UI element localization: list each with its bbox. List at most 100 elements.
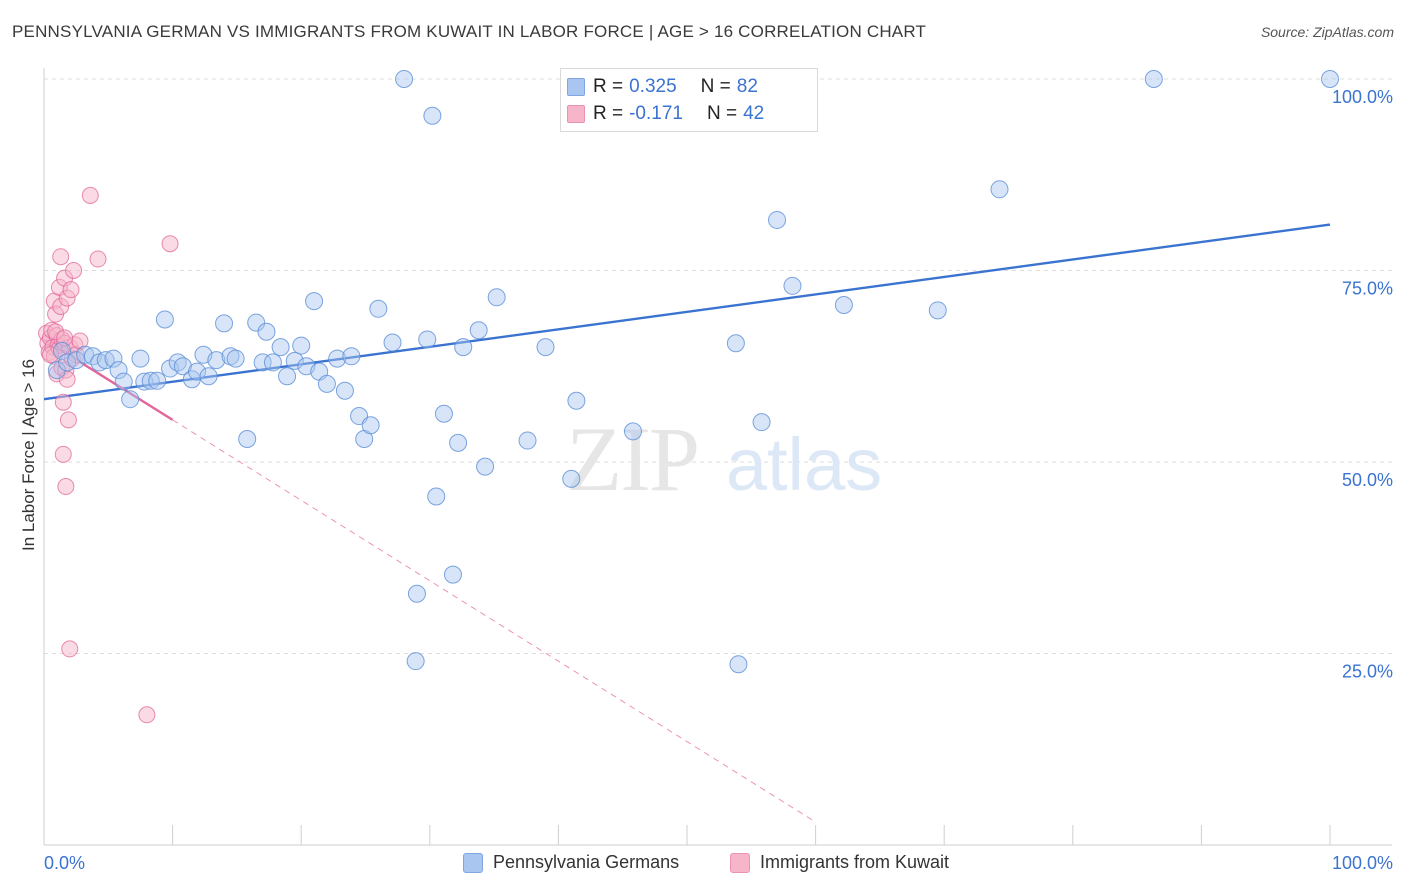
data-point-pennsylvania-german: [476, 457, 495, 476]
data-point-pennsylvania-german: [423, 106, 442, 125]
data-point-kuwait: [89, 250, 107, 268]
data-point-kuwait: [81, 186, 99, 204]
data-point-pennsylvania-german: [487, 288, 506, 307]
data-point-pennsylvania-german: [109, 361, 128, 380]
y-tick-label: 25.0%: [1342, 662, 1393, 682]
data-point-pennsylvania-german: [752, 413, 771, 432]
data-point-pennsylvania-german: [783, 276, 802, 295]
tick-labels: 25.0% 50.0% 75.0% 100.0% 0.0% 100.0%: [44, 87, 1393, 873]
legend-label: Immigrants from Kuwait: [760, 852, 950, 872]
data-point-pennsylvania-german: [454, 338, 473, 357]
data-point-kuwait: [54, 445, 72, 463]
legend-r-value: 0.325: [629, 76, 677, 97]
data-point-pennsylvania-german: [278, 367, 297, 386]
data-point-pennsylvania-german: [207, 351, 226, 370]
data-point-pennsylvania-german: [567, 391, 586, 410]
data-point-pennsylvania-german: [121, 390, 140, 409]
data-point-pennsylvania-german: [148, 371, 167, 390]
data-point-pennsylvania-german: [141, 371, 160, 390]
data-point-pennsylvania-german: [726, 334, 745, 353]
chart-title: PENNSYLVANIA GERMAN VS IMMIGRANTS FROM K…: [12, 22, 927, 41]
data-point-pennsylvania-german: [434, 404, 453, 423]
legend-swatch-blue: [567, 78, 585, 96]
data-point-pennsylvania-german: [1321, 70, 1339, 88]
legend-item-pennsylvania-germans: Pennsylvania Germans: [463, 852, 679, 873]
data-point-pennsylvania-german: [67, 351, 86, 370]
data-point-pennsylvania-german: [407, 584, 426, 603]
data-point-pennsylvania-german: [199, 367, 218, 386]
axes: [43, 68, 1392, 846]
data-point-pennsylvania-german: [226, 349, 245, 368]
data-point-pennsylvania-german: [188, 362, 207, 381]
correlation-legend: R = 0.325 N = 82 R = -0.171 N = 42: [560, 68, 818, 132]
data-point-pennsylvania-german: [317, 374, 336, 393]
data-point-kuwait: [138, 706, 156, 724]
data-point-pennsylvania-german: [328, 349, 347, 368]
data-point-kuwait: [41, 346, 59, 364]
data-point-pennsylvania-german: [383, 333, 402, 352]
data-point-pennsylvania-german: [469, 321, 488, 340]
data-point-pennsylvania-german: [271, 338, 290, 357]
data-point-pennsylvania-german: [155, 310, 174, 329]
data-point-pennsylvania-german: [247, 313, 266, 332]
legend-n-value: 82: [736, 76, 758, 97]
data-point-kuwait: [59, 411, 77, 429]
y-tick-label: 75.0%: [1342, 279, 1393, 299]
series-legend: Pennsylvania Germans Immigrants from Kuw…: [0, 852, 1406, 876]
data-point-pennsylvania-german: [395, 70, 414, 88]
data-point-kuwait: [161, 235, 179, 253]
data-point-pennsylvania-german: [131, 349, 150, 368]
series-immigrants-from-kuwait: [38, 186, 179, 724]
data-point-pennsylvania-german: [285, 351, 304, 370]
data-point-pennsylvania-german: [369, 299, 388, 318]
data-point-pennsylvania-german: [263, 353, 282, 372]
data-point-pennsylvania-german: [418, 330, 437, 349]
data-point-pennsylvania-german: [114, 372, 133, 391]
data-point-pennsylvania-german: [215, 314, 234, 333]
data-point-pennsylvania-german: [990, 180, 1009, 199]
data-point-pennsylvania-german: [406, 652, 425, 671]
watermark-atlas: atlas: [726, 423, 882, 506]
data-point-pennsylvania-german: [135, 372, 154, 391]
data-point-pennsylvania-german: [53, 341, 72, 360]
trend-line-kuwait-extension: [172, 419, 816, 823]
data-point-pennsylvania-german: [834, 295, 853, 314]
legend-n-value: 42: [743, 103, 765, 124]
data-point-kuwait: [61, 640, 79, 658]
trend-line-pennsylvania-germans: [43, 223, 1331, 401]
data-point-pennsylvania-german: [173, 357, 192, 376]
source-label: Source: ZipAtlas.com: [1260, 24, 1394, 40]
legend-swatch-blue: [463, 852, 483, 873]
y-axis-label: In Labor Force | Age > 16: [19, 359, 38, 551]
legend-item-immigrants-from-kuwait: Immigrants from Kuwait: [730, 852, 949, 873]
data-point-pennsylvania-german: [292, 336, 311, 355]
data-point-pennsylvania-german: [335, 381, 354, 400]
trend-lines: [43, 223, 1331, 823]
watermark-zip: ZIP: [566, 408, 698, 510]
data-point-kuwait: [56, 329, 74, 347]
data-point-pennsylvania-german: [518, 431, 537, 450]
legend-row-immigrants-from-kuwait: R = -0.171 N = 42: [567, 101, 765, 127]
data-point-pennsylvania-german: [76, 345, 95, 364]
data-point-kuwait: [52, 248, 70, 266]
data-point-pennsylvania-german: [96, 351, 115, 370]
data-point-pennsylvania-german: [305, 292, 324, 311]
legend-r-label: R =: [593, 103, 624, 124]
data-point-pennsylvania-german: [104, 349, 123, 368]
x-tick-label: 100.0%: [1332, 853, 1393, 873]
data-point-kuwait: [62, 281, 80, 299]
data-point-pennsylvania-german: [361, 416, 380, 435]
series-pennsylvania-germans: [47, 70, 1339, 674]
grid-lines: [44, 78, 1392, 654]
data-point-pennsylvania-german: [342, 347, 361, 366]
legend-r-label: R =: [593, 76, 624, 97]
legend-n-label: N =: [706, 103, 738, 124]
legend-n-label: N =: [700, 76, 731, 97]
y-tick-label: 50.0%: [1342, 470, 1393, 490]
x-tick-label: 0.0%: [44, 853, 85, 873]
data-point-pennsylvania-german: [253, 353, 272, 372]
data-point-kuwait: [54, 393, 72, 411]
legend-label: Pennsylvania Germans: [493, 852, 680, 872]
data-point-pennsylvania-german: [768, 210, 787, 229]
